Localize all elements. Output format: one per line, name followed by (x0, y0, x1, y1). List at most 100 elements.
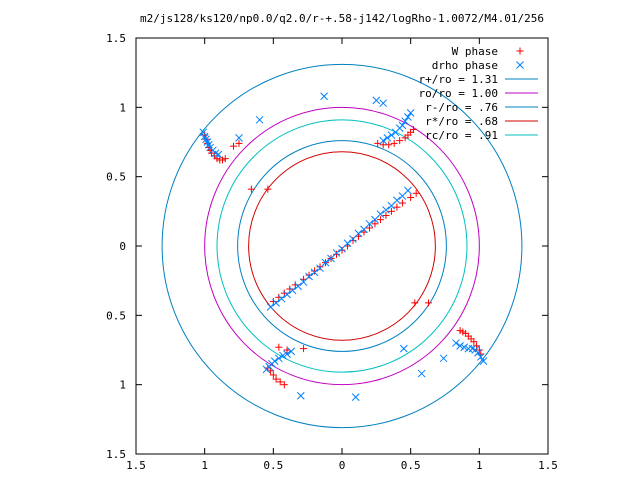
series-0-point (409, 126, 417, 134)
series-0-point (235, 139, 243, 147)
series-0-point (275, 343, 283, 351)
x-tick-label: 1.5 (538, 459, 558, 472)
series-1-point (456, 341, 464, 350)
series-0-point (272, 375, 280, 383)
series-0-point (425, 299, 433, 307)
series-1-point (439, 354, 448, 363)
x-tick-label: 0 (339, 459, 346, 472)
legend-label: drho phase (432, 59, 498, 72)
series-1-point (379, 136, 388, 145)
series-1-point (351, 393, 360, 402)
series-1-point (305, 272, 313, 281)
axes-layer: 1.5 1 0.5 0 0.5 1 1.51.510.500.511.5 (106, 32, 558, 472)
series-0-point (276, 378, 284, 386)
legend-label: r*/ro = .68 (425, 115, 498, 128)
series-1-point (468, 344, 477, 353)
series-0-point (316, 263, 324, 271)
circle-2 (237, 140, 447, 352)
series-0-point (382, 211, 390, 219)
series-1-point (214, 150, 223, 159)
series-1-point (288, 286, 297, 295)
series-1-point (387, 131, 396, 139)
series-1-point (283, 350, 291, 359)
series-1-point (376, 210, 385, 218)
series-1-point (321, 258, 330, 267)
series-0-point (230, 142, 238, 150)
series-1-point (283, 290, 291, 299)
legend-label: ro/ro = 1.00 (419, 87, 498, 100)
circle-layer (161, 63, 523, 429)
series-0-point (407, 193, 415, 201)
y-tick-label: 1.5 (106, 32, 126, 45)
series-1-point (270, 357, 279, 365)
series-1-point (382, 206, 390, 214)
series-1-point (296, 391, 305, 400)
series-1-point (235, 133, 243, 142)
series-1-point (277, 294, 286, 303)
series-1-point (310, 268, 319, 277)
y-tick-label: 1 (119, 101, 126, 114)
series-0-point (280, 381, 288, 389)
points-layer (199, 92, 488, 402)
circle-3 (248, 151, 436, 341)
series-0-point (411, 299, 419, 307)
series-1-point (320, 92, 329, 101)
series-1-point (266, 303, 275, 311)
series-1-point (287, 347, 296, 356)
series-1-point (417, 369, 426, 378)
x-tick-label: 1 (201, 459, 208, 472)
series-0-point (387, 207, 395, 215)
series-0-point (247, 185, 255, 193)
series-1-point (343, 239, 352, 248)
series-1-point (332, 249, 341, 257)
series-0-point (371, 220, 379, 228)
series-1-point (294, 282, 302, 291)
series-1-point (460, 343, 469, 352)
series-0-point (396, 137, 404, 145)
series-0-point (412, 189, 420, 197)
x-tick-label: 0.5 (263, 459, 283, 472)
series-1-point (272, 298, 280, 307)
series-0-point (300, 345, 308, 353)
circle-4 (216, 119, 468, 373)
series-0-point (333, 250, 341, 258)
legend-label: r-/ro = .76 (425, 101, 498, 114)
series-0-point (390, 139, 398, 147)
y-tick-label: 1.5 (106, 448, 126, 461)
series-1-point (255, 115, 264, 124)
series-0-point (385, 141, 393, 149)
circle-0 (161, 63, 523, 429)
series-1-point (474, 348, 482, 357)
legend-marker (516, 61, 524, 69)
legend-label: W phase (452, 45, 498, 58)
series-1-point (279, 351, 287, 360)
x-tick-label: 1.5 (126, 459, 146, 472)
series-1-point (476, 353, 485, 361)
x-tick-label: 1 (476, 459, 483, 472)
series-1-point (479, 357, 488, 365)
x-tick-label: 0.5 (401, 459, 421, 472)
series-1-point (399, 344, 408, 353)
series-1-point (379, 99, 388, 108)
series-0-point (393, 203, 401, 211)
series-1-point (393, 196, 401, 205)
legend-label: rc/ro = .91 (425, 129, 498, 142)
series-1-point (383, 133, 392, 142)
series-1-point (452, 339, 460, 347)
y-tick-label: 0 (119, 240, 126, 253)
series-1-point (404, 186, 412, 195)
series-1-point (406, 109, 415, 117)
series-1-point (404, 113, 412, 121)
series-0-point (376, 216, 384, 224)
series-1-point (372, 96, 381, 105)
y-tick-label: 0.5 (106, 309, 126, 322)
series-1-point (401, 117, 410, 126)
circle-1 (204, 106, 480, 386)
series-0-point (264, 185, 272, 193)
series-0-point (365, 224, 373, 232)
series-1-point (274, 354, 283, 363)
series-0-point (475, 346, 483, 354)
legend-marker (516, 47, 524, 55)
